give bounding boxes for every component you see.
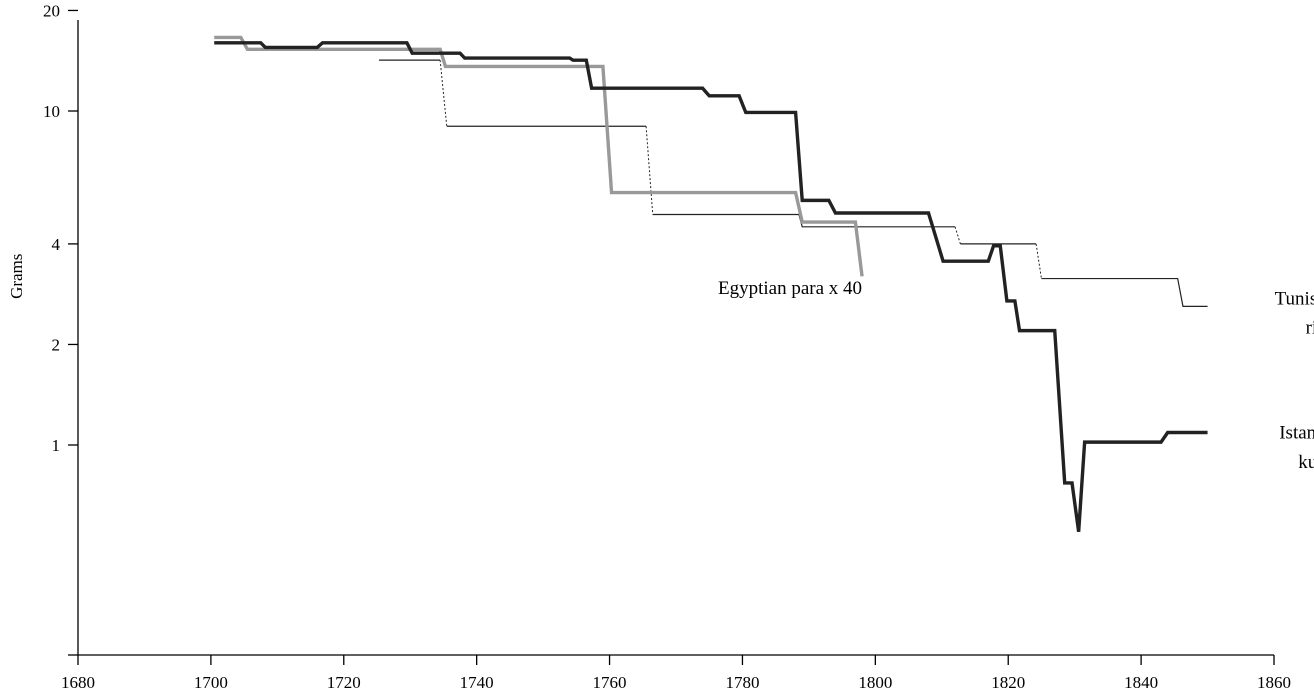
series-line-tunisian-riyal xyxy=(1041,277,1208,307)
series-layer xyxy=(214,35,1208,532)
x-tick-label: 1860 xyxy=(1257,673,1291,692)
y-ticks: 20 10 4 2 1 xyxy=(43,1,78,656)
x-tick-label: 1740 xyxy=(460,673,494,692)
y-axis-title: Grams xyxy=(7,254,26,299)
series-line-egyptian-para-x-40 xyxy=(214,35,864,277)
series-label: kuruș xyxy=(1298,452,1314,473)
y-tick-label: 2 xyxy=(52,335,61,354)
y-tick-label: 4 xyxy=(52,235,61,254)
axes xyxy=(77,20,1274,656)
x-tick-label: 1700 xyxy=(194,673,228,692)
series-label: riyal xyxy=(1306,317,1314,338)
annotations: Egyptian para x 40 Tunisian riyal Istanbul k… xyxy=(718,278,1314,473)
series-line-istanbul-kuru xyxy=(214,41,1208,532)
series-connector-tunisian-riyal xyxy=(645,126,654,215)
x-ticks: 1680 1700 1720 1740 1760 1780 1800 1820 1840 1860 xyxy=(61,655,1291,692)
x-tick-label: 1780 xyxy=(725,673,759,692)
series-label: Tunisian xyxy=(1275,288,1314,309)
series-connector-tunisian-riyal xyxy=(1035,243,1042,279)
x-tick-label: 1820 xyxy=(991,673,1025,692)
y-tick-label: 20 xyxy=(43,1,60,20)
series-label: Egyptian para x 40 xyxy=(718,278,862,299)
series-connector-tunisian-riyal xyxy=(439,60,448,127)
y-tick-label: 1 xyxy=(52,436,61,455)
x-tick-label: 1720 xyxy=(327,673,361,692)
x-tick-label: 1840 xyxy=(1124,673,1158,692)
series-connector-tunisian-riyal xyxy=(954,226,961,245)
x-tick-label: 1800 xyxy=(858,673,892,692)
x-tick-label: 1680 xyxy=(61,673,95,692)
y-tick-label: 10 xyxy=(43,102,60,121)
x-tick-label: 1760 xyxy=(593,673,627,692)
series-label: Istanbul xyxy=(1279,422,1314,443)
